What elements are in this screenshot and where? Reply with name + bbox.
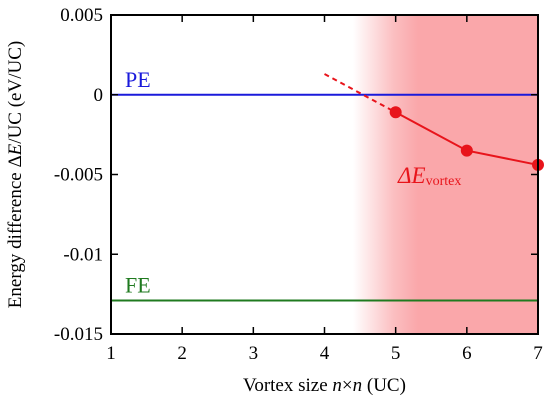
y-axis-title: Energy difference ΔE/UC (eV/UC) xyxy=(5,41,26,308)
plot-frame xyxy=(110,14,539,335)
vortex-data-point xyxy=(460,144,473,157)
x-tick-label: 7 xyxy=(533,343,543,364)
x-axis-title: Vortex size n×n (UC) xyxy=(243,375,406,396)
x-tick-label: 1 xyxy=(106,343,116,364)
vortex-data-point xyxy=(389,106,402,119)
vortex-series-label: ΔEvortex xyxy=(397,163,461,189)
y-tick-label: -0.01 xyxy=(63,244,103,265)
pe-line-label: PE xyxy=(125,67,151,92)
y-tick-label: -0.015 xyxy=(54,324,103,345)
vortex-extrapolation-line xyxy=(324,73,397,114)
x-tick-label: 3 xyxy=(249,343,259,364)
x-tick-label: 4 xyxy=(320,343,330,364)
y-tick-label: 0 xyxy=(94,85,104,106)
y-tick-label: -0.005 xyxy=(54,165,103,186)
fe-line-label: FE xyxy=(125,273,151,298)
x-tick-label: 6 xyxy=(462,343,472,364)
shaded-region xyxy=(352,15,538,334)
x-tick-label: 2 xyxy=(177,343,187,364)
y-tick-label: 0.005 xyxy=(60,5,103,26)
x-tick-label: 5 xyxy=(391,343,401,364)
